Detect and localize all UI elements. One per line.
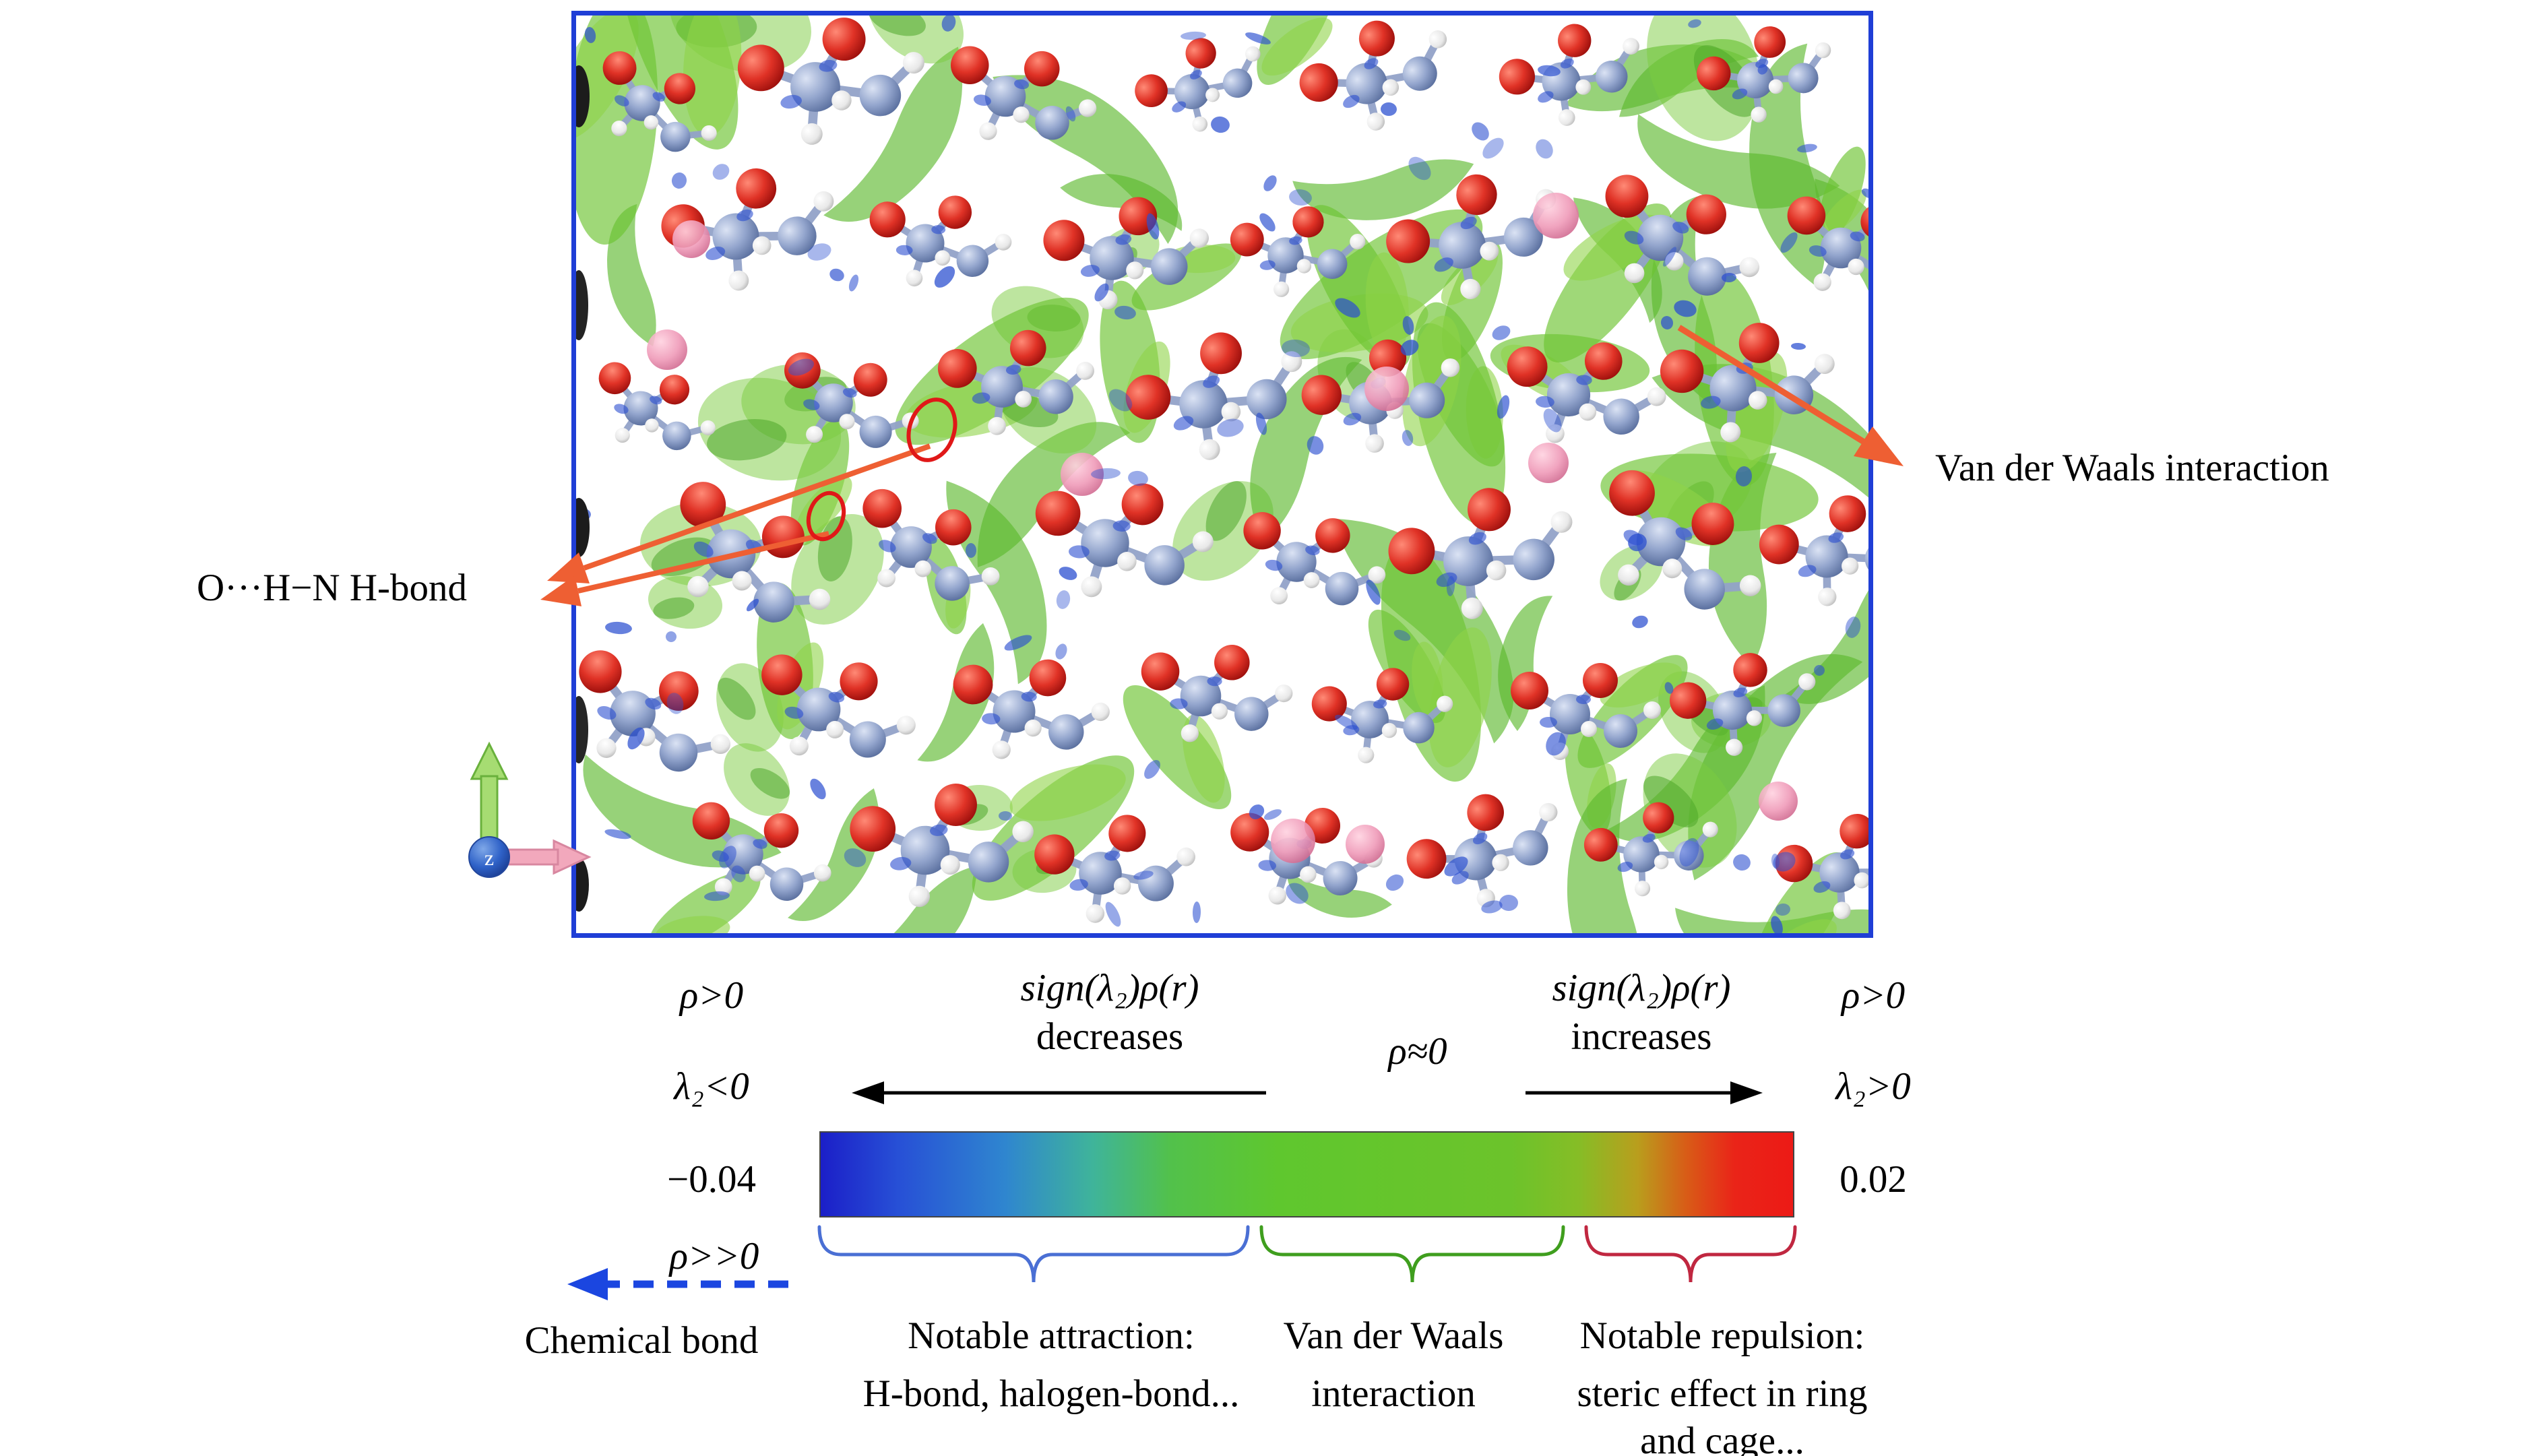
label-rho-much-greater: ρ>>0 bbox=[669, 1235, 759, 1277]
axis-z-label: z bbox=[484, 846, 494, 870]
hbond-annotation-label: O···H−N H-bond bbox=[197, 567, 467, 609]
region-repulsion-label-line2: steric effect in ring bbox=[1577, 1372, 1868, 1415]
increase-arrow bbox=[1526, 1081, 1763, 1104]
label-max-value: 0.02 bbox=[1840, 1158, 1907, 1201]
vdw-brace bbox=[1259, 1225, 1565, 1283]
nci-isosurface-panel bbox=[571, 11, 1873, 938]
isosurface-pattern bbox=[576, 15, 1868, 933]
region-repulsion-label-line3: and cage... bbox=[1640, 1420, 1804, 1456]
label-lambda2-positive: λ₂>0 bbox=[1835, 1065, 1911, 1108]
region-repulsion-label-line1: Notable repulsion: bbox=[1579, 1315, 1865, 1357]
attraction-brace bbox=[817, 1225, 1250, 1283]
region-attraction-label-line1: Notable attraction: bbox=[908, 1315, 1195, 1357]
sign-decrease-label-line1: sign(λ₂)ρ(r) bbox=[1020, 967, 1199, 1009]
label-rho-positive-left: ρ>0 bbox=[679, 974, 744, 1017]
vdw-annotation-label: Van der Waals interaction bbox=[1935, 447, 2329, 489]
region-vdw-label-line2: interaction bbox=[1311, 1372, 1476, 1415]
repulsion-brace bbox=[1584, 1225, 1797, 1283]
label-rho-approx-zero: ρ≈0 bbox=[1388, 1030, 1447, 1073]
region-attraction-label-line2: H-bond, halogen-bond... bbox=[862, 1372, 1240, 1415]
axis-green-arrow-icon bbox=[470, 741, 509, 780]
sign-increase-label-line2: increases bbox=[1571, 1015, 1712, 1058]
label-lambda2-negative: λ₂<0 bbox=[674, 1065, 749, 1108]
z-axis-sphere bbox=[468, 836, 510, 878]
molecular-isosurface-art bbox=[576, 15, 1868, 933]
chemical-bond-label: Chemical bond bbox=[524, 1319, 759, 1362]
label-rho-positive-right: ρ>0 bbox=[1841, 974, 1906, 1017]
colorbar-gradient bbox=[819, 1131, 1794, 1217]
sign-increase-label-line1: sign(λ₂)ρ(r) bbox=[1552, 967, 1731, 1009]
sign-decrease-label-line2: decreases bbox=[1036, 1015, 1184, 1058]
region-vdw-label-line1: Van der Waals bbox=[1283, 1315, 1504, 1357]
decrease-arrow bbox=[852, 1081, 1266, 1104]
label-min-value: −0.04 bbox=[667, 1158, 756, 1201]
